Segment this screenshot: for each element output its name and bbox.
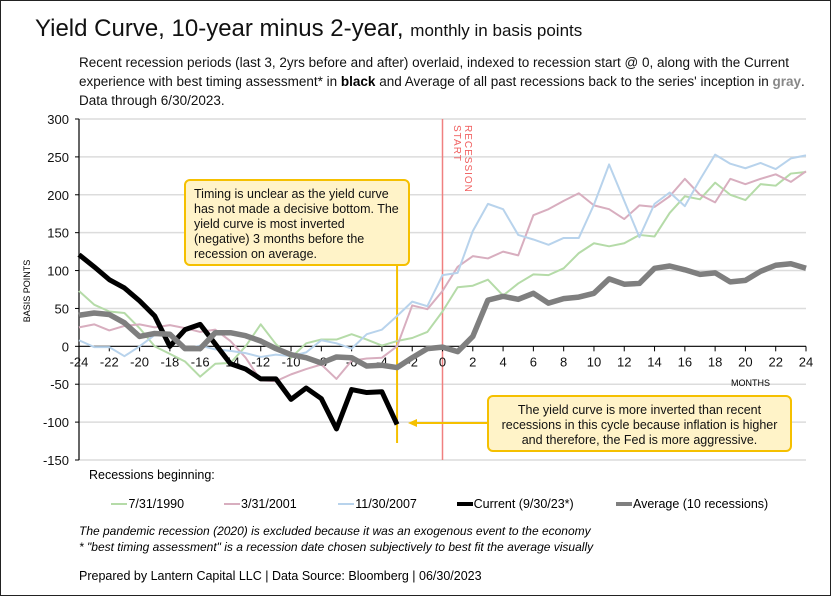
chart-description: Recent recession periods (last 3, 2yrs b… [79, 53, 819, 110]
series-line-4 [78, 260, 807, 371]
y-tick-label: 0 [62, 339, 69, 354]
series-line-0 [78, 171, 807, 378]
chart-title: Yield Curve, 10-year minus 2-year, month… [35, 15, 582, 43]
legend-item: Current (9/30/23*) [456, 497, 574, 511]
x-tick-label: -16 [191, 354, 210, 369]
y-axis-label: BASIS POINTS [22, 259, 32, 323]
legend-swatch [224, 503, 241, 505]
series-line-3 [77, 252, 400, 432]
recession-label-2: START [451, 125, 462, 162]
footnote-pandemic: The pandemic recession (2020) is exclude… [79, 524, 591, 538]
arrow-head-icon [408, 419, 417, 427]
x-tick-label: 12 [617, 354, 631, 369]
y-tick-label: 250 [47, 150, 69, 165]
x-tick-label: -2 [406, 354, 418, 369]
x-tick-label: -24 [70, 354, 89, 369]
x-tick-label: 10 [587, 354, 601, 369]
legend-item: Average (10 recessions) [615, 497, 769, 511]
source-credit: Prepared by Lantern Capital LLC | Data S… [79, 569, 482, 583]
legend-item: 11/30/2007 [338, 497, 417, 511]
y-tick-label: -150 [43, 453, 69, 468]
legend-swatch [456, 502, 473, 506]
y-tick-label: 100 [47, 264, 69, 279]
legend-label: 11/30/2007 [355, 497, 417, 511]
x-axis-label: MONTHS [731, 378, 770, 388]
x-tick-label: 22 [768, 354, 782, 369]
y-tick-label: 150 [47, 226, 69, 241]
timing-annotation: Timing is unclear as the yield curve has… [184, 179, 410, 266]
x-tick-label: 14 [647, 354, 661, 369]
legend-swatch [338, 503, 355, 505]
desc-part: Recent recession periods (last 3, 2yrs b… [79, 55, 790, 89]
legend-heading: Recessions beginning: [89, 468, 215, 482]
legend-label: 3/31/2001 [241, 497, 297, 511]
legend-label: 7/31/1990 [128, 497, 185, 511]
desc-part: and Average of all past recessions back … [379, 74, 769, 89]
y-tick-label: 200 [47, 188, 69, 203]
legend-label: Current (9/30/23*) [473, 497, 574, 511]
y-tick-label: 50 [55, 301, 69, 316]
x-tick-label: -4 [376, 354, 388, 369]
recession-start-label: RECESSION START [451, 125, 473, 193]
y-tick-label: -100 [43, 415, 69, 430]
x-tick-label: 24 [799, 354, 813, 369]
desc-gray: gray [772, 74, 802, 89]
x-tick-label: 8 [560, 354, 567, 369]
x-tick-label: -18 [160, 354, 179, 369]
x-tick-label: 16 [678, 354, 692, 369]
x-tick-label: -12 [251, 354, 270, 369]
recession-label-1: RECESSION [462, 125, 473, 193]
legend-item: 3/31/2001 [224, 497, 297, 511]
footnote-timing: * "best timing assessment" is a recessio… [79, 540, 594, 554]
x-tick-label: -22 [100, 354, 119, 369]
x-tick-label: 0 [439, 354, 446, 369]
x-tick-label: 20 [738, 354, 752, 369]
x-tick-label: -20 [130, 354, 149, 369]
title-suffix: monthly in basis points [410, 21, 583, 40]
series-line-1 [78, 170, 807, 383]
legend-label: Average (10 recessions) [632, 497, 769, 511]
desc-part: . Data through 6/30/2023. [79, 74, 805, 108]
x-tick-label: 4 [499, 354, 506, 369]
title-main: Yield Curve, 10-year minus 2-year, [35, 15, 404, 42]
y-tick-label: 300 [47, 112, 69, 127]
inversion-annotation: The yield curve is more inverted than re… [487, 395, 792, 452]
x-tick-label: 18 [708, 354, 722, 369]
legend-swatch [111, 503, 128, 505]
desc-black: black [340, 74, 376, 89]
y-tick-label: -50 [50, 377, 69, 392]
legend-item: 7/31/1990 [111, 497, 184, 511]
x-tick-label: 2 [469, 354, 476, 369]
legend-swatch [615, 502, 632, 506]
x-tick-label: 6 [530, 354, 537, 369]
